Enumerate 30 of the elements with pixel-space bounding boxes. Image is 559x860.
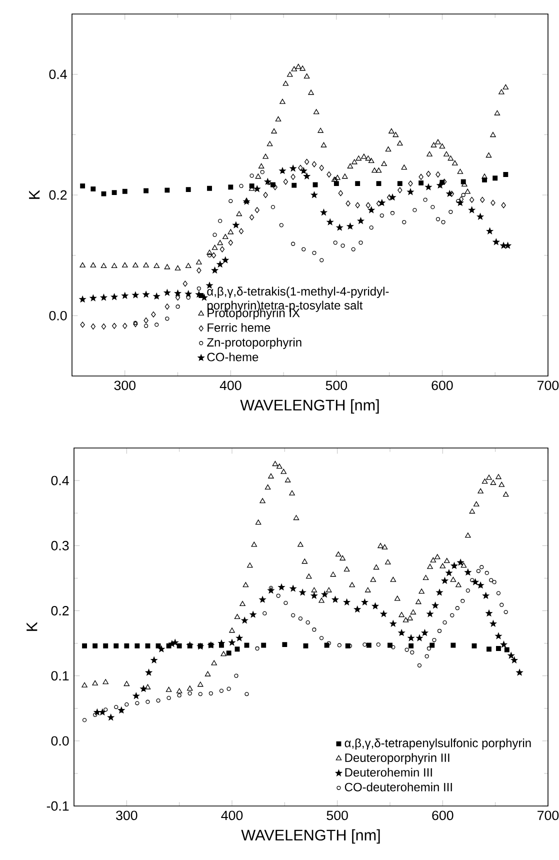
- legend-label: Ferric heme: [208, 323, 270, 332]
- y-axis-title: K: [29, 190, 40, 199]
- x-tick-label: 700: [538, 380, 559, 390]
- legend-label: Deuteroporphyrin III: [345, 753, 450, 764]
- x-axis-title: WAVELENGTH [nm]: [240, 399, 379, 414]
- legend-label: CO-deuterohemin III: [344, 782, 452, 792]
- x-tick-label: 600: [432, 810, 454, 820]
- y-tick-label: 0.2: [49, 190, 67, 200]
- x-tick-label: 300: [114, 380, 136, 390]
- legend-label: Zn-protoporphyrin: [207, 338, 302, 349]
- x-tick-label: 600: [432, 380, 453, 390]
- x-tick-label: 400: [220, 380, 242, 390]
- x-axis-title: WAVELENGTH [nm]: [241, 829, 380, 844]
- y-tick-label: 0.1: [51, 671, 69, 681]
- y-tick-label: 0.4: [49, 70, 67, 80]
- legend-label: CO-heme: [207, 352, 258, 362]
- x-tick-label: 400: [221, 810, 243, 820]
- x-tick-label: 300: [116, 810, 138, 820]
- y-tick-label: 0.3: [51, 540, 69, 550]
- x-tick-label: 500: [326, 810, 348, 820]
- y-tick-label: 0.2: [51, 606, 69, 616]
- y-axis-title: K: [26, 622, 38, 631]
- y-tick-label: -0.1: [46, 801, 69, 811]
- legend-label: Deuterohemin III: [345, 768, 432, 777]
- x-tick-label: 500: [326, 380, 348, 390]
- y-tick-label: 0.0: [49, 310, 67, 320]
- legend-label: α,β,γ,δ-tetrapenylsulfonic porphyrin: [344, 738, 531, 750]
- y-tick-label: 0.4: [51, 476, 69, 486]
- x-tick-label: 700: [538, 810, 559, 820]
- y-tick-label: 0.0: [51, 736, 69, 746]
